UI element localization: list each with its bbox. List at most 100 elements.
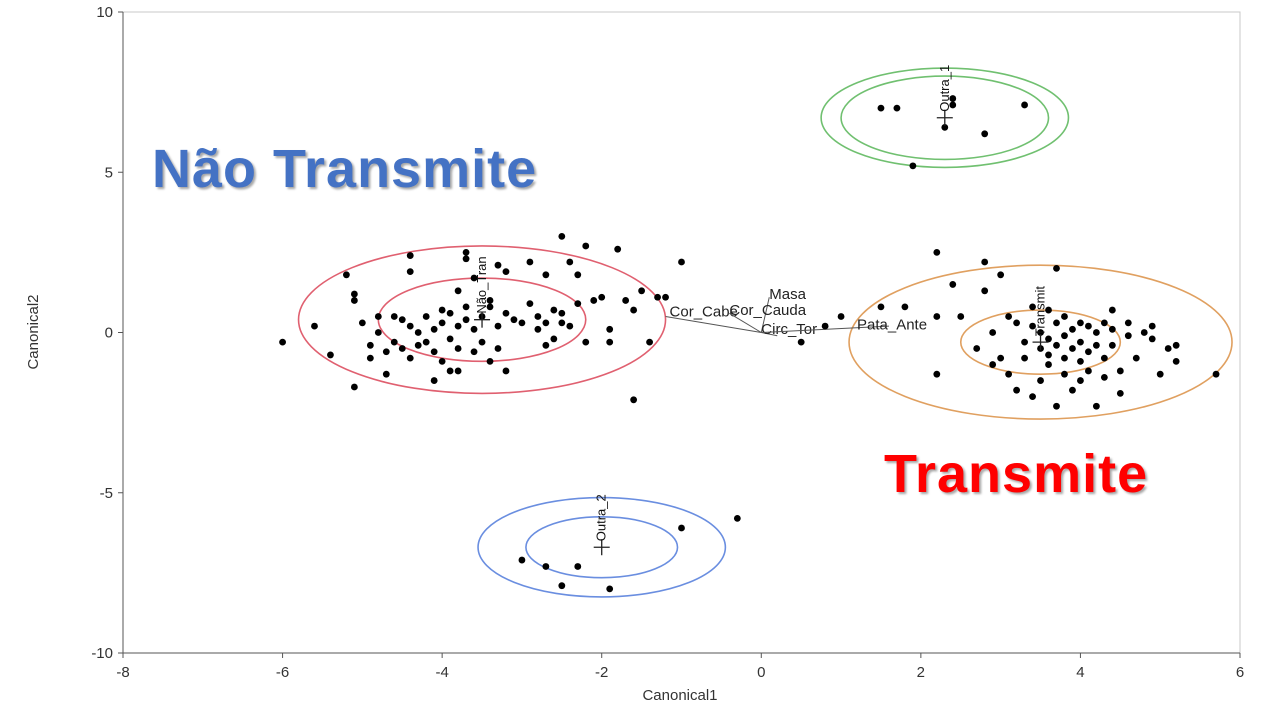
data-point: [1132, 354, 1140, 362]
data-point: [374, 329, 382, 336]
data-point: [678, 524, 685, 532]
data-point: [502, 309, 510, 317]
data-point: [390, 338, 398, 346]
group-circle: [297, 245, 667, 395]
data-point: [797, 338, 805, 346]
group-circle: [848, 264, 1233, 420]
data-point: [478, 338, 486, 346]
data-point: [582, 338, 590, 346]
data-point: [1156, 370, 1164, 378]
data-point: [422, 313, 430, 320]
data-point: [438, 357, 446, 365]
data-point: [989, 329, 997, 336]
data-point: [1005, 313, 1013, 320]
data-point: [414, 329, 422, 336]
transmite-label: Transmite: [884, 444, 1149, 504]
data-point: [877, 104, 885, 112]
group-circle: [525, 515, 679, 579]
data-point: [981, 130, 989, 138]
data-point: [678, 258, 685, 266]
data-point: [1116, 389, 1124, 397]
data-point: [598, 293, 606, 301]
data-point: [454, 367, 462, 375]
data-point: [1085, 348, 1092, 356]
data-point: [957, 313, 965, 320]
nao-transmite-label: Não Transmite: [152, 139, 538, 199]
data-point: [574, 271, 582, 279]
data-point: [279, 338, 286, 346]
x-tick-label: 2: [917, 664, 925, 681]
data-point: [518, 319, 526, 327]
data-point: [470, 325, 478, 333]
y-tick-label: -5: [100, 485, 113, 502]
data-point: [1013, 319, 1020, 327]
biplot-ray: [760, 297, 770, 333]
data-point: [454, 287, 462, 295]
data-point: [606, 585, 614, 593]
biplot-ray-label: Circ_Tor: [761, 321, 817, 338]
biplot-ray: [665, 315, 762, 333]
data-point: [374, 313, 382, 320]
data-point: [1092, 329, 1100, 336]
biplot-ray-label: Masa: [769, 286, 806, 303]
group-label: Outra_2: [594, 494, 609, 541]
x-tick-label: 6: [1236, 664, 1244, 681]
data-point: [518, 556, 526, 564]
data-point: [981, 258, 989, 266]
data-point: [486, 357, 494, 365]
data-point: [973, 345, 981, 352]
group-circle: [477, 496, 727, 598]
group-circle: [959, 309, 1122, 375]
data-point: [1092, 402, 1100, 410]
data-point: [1124, 319, 1132, 327]
data-point: [534, 325, 542, 333]
data-point: [406, 354, 414, 362]
data-point: [502, 367, 510, 375]
data-point: [590, 297, 598, 304]
data-point: [949, 95, 957, 102]
data-point: [366, 341, 374, 349]
data-point: [1164, 345, 1172, 352]
data-point: [526, 300, 534, 308]
data-point: [1077, 338, 1084, 346]
data-point: [510, 316, 518, 324]
data-point: [526, 258, 534, 266]
data-point: [733, 514, 741, 522]
data-point: [327, 351, 334, 359]
data-point: [366, 354, 374, 362]
data-point: [1005, 370, 1013, 378]
data-point: [382, 348, 390, 356]
data-point: [382, 370, 390, 378]
y-tick-label: 10: [96, 4, 113, 21]
data-point: [462, 316, 470, 324]
x-tick-label: -8: [116, 664, 129, 681]
data-point: [350, 297, 358, 304]
data-point: [446, 309, 454, 317]
data-point: [446, 367, 454, 375]
data-point: [837, 313, 845, 320]
data-point: [1108, 341, 1116, 349]
data-point: [454, 322, 462, 330]
data-point: [1061, 313, 1068, 320]
data-point: [989, 361, 997, 368]
data-point: [1116, 367, 1124, 375]
data-point: [1077, 357, 1084, 365]
data-point: [486, 297, 494, 304]
data-point: [343, 271, 350, 279]
data-point: [558, 582, 566, 590]
data-point: [1077, 377, 1084, 384]
data-point: [997, 354, 1005, 362]
data-point: [1037, 377, 1044, 384]
data-point: [550, 335, 558, 343]
data-point: [406, 268, 414, 276]
data-point: [494, 345, 502, 352]
x-tick-label: -4: [435, 664, 448, 681]
data-point: [1021, 101, 1028, 109]
data-point: [933, 313, 941, 320]
data-point: [558, 319, 566, 327]
data-point: [430, 348, 438, 356]
data-point: [1108, 306, 1116, 314]
data-point: [1021, 354, 1028, 362]
data-point: [358, 319, 366, 327]
data-point: [630, 306, 638, 314]
